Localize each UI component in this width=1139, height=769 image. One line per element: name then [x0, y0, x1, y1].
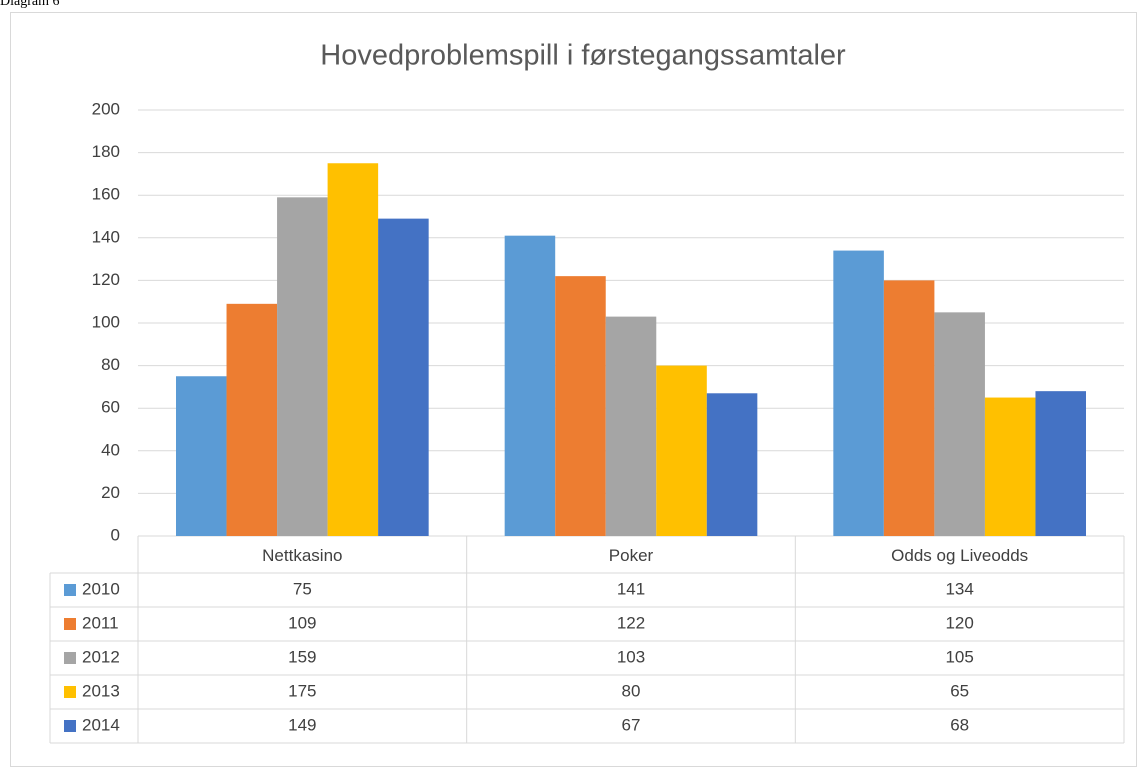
- bar: [605, 316, 657, 536]
- table-value: 134: [945, 579, 973, 598]
- bar: [1035, 391, 1086, 536]
- y-tick-label: 80: [101, 355, 120, 374]
- legend-label: 2013: [82, 681, 120, 700]
- bar: [226, 303, 278, 536]
- bar: [833, 250, 884, 536]
- bar: [176, 376, 227, 536]
- table-value: 67: [622, 715, 641, 734]
- legend-label: 2012: [82, 647, 120, 666]
- bar: [504, 235, 556, 537]
- bar: [883, 280, 935, 536]
- caption: Diagram 6: [0, 0, 59, 9]
- table-value: 141: [617, 579, 645, 598]
- y-tick-label: 180: [92, 142, 120, 161]
- legend-label: 2011: [82, 613, 119, 632]
- y-tick-label: 0: [111, 525, 120, 544]
- table-value: 103: [617, 647, 645, 666]
- chart-border: [10, 12, 1137, 767]
- legend-key: [64, 618, 76, 630]
- y-tick-label: 60: [101, 398, 120, 417]
- bar: [934, 312, 985, 536]
- bar: [327, 163, 379, 536]
- table-value: 149: [288, 715, 316, 734]
- table-value: 80: [622, 681, 641, 700]
- legend-label: 2010: [82, 579, 120, 598]
- table-value: 109: [288, 613, 316, 632]
- table-value: 159: [288, 647, 316, 666]
- y-tick-label: 40: [101, 440, 120, 459]
- y-tick-label: 100: [92, 312, 120, 331]
- bar: [656, 365, 707, 536]
- bar: [277, 197, 328, 536]
- bar: [984, 397, 1036, 536]
- x-tick-label: Odds og Liveodds: [891, 546, 1028, 565]
- y-tick-label: 140: [92, 227, 120, 246]
- bar: [378, 218, 429, 536]
- legend-key: [64, 584, 76, 596]
- table-value: 122: [617, 613, 645, 632]
- table-value: 120: [945, 613, 973, 632]
- bar: [555, 276, 606, 536]
- legend-key: [64, 652, 76, 664]
- y-tick-label: 200: [92, 99, 120, 118]
- x-tick-label: Nettkasino: [262, 546, 342, 565]
- legend-key: [64, 686, 76, 698]
- table-value: 175: [288, 681, 316, 700]
- table-value: 65: [950, 681, 969, 700]
- chart-title: Hovedproblemspill i førstegangssamtaler: [320, 40, 846, 72]
- legend-key: [64, 720, 76, 732]
- y-tick-label: 120: [92, 270, 120, 289]
- table-value: 68: [950, 715, 969, 734]
- table-value: 75: [293, 579, 312, 598]
- y-tick-label: 20: [101, 483, 120, 502]
- y-tick-label: 160: [92, 185, 120, 204]
- x-tick-label: Poker: [609, 546, 654, 565]
- legend-label: 2014: [82, 715, 120, 734]
- table-value: 105: [945, 647, 973, 666]
- bar: [706, 393, 758, 536]
